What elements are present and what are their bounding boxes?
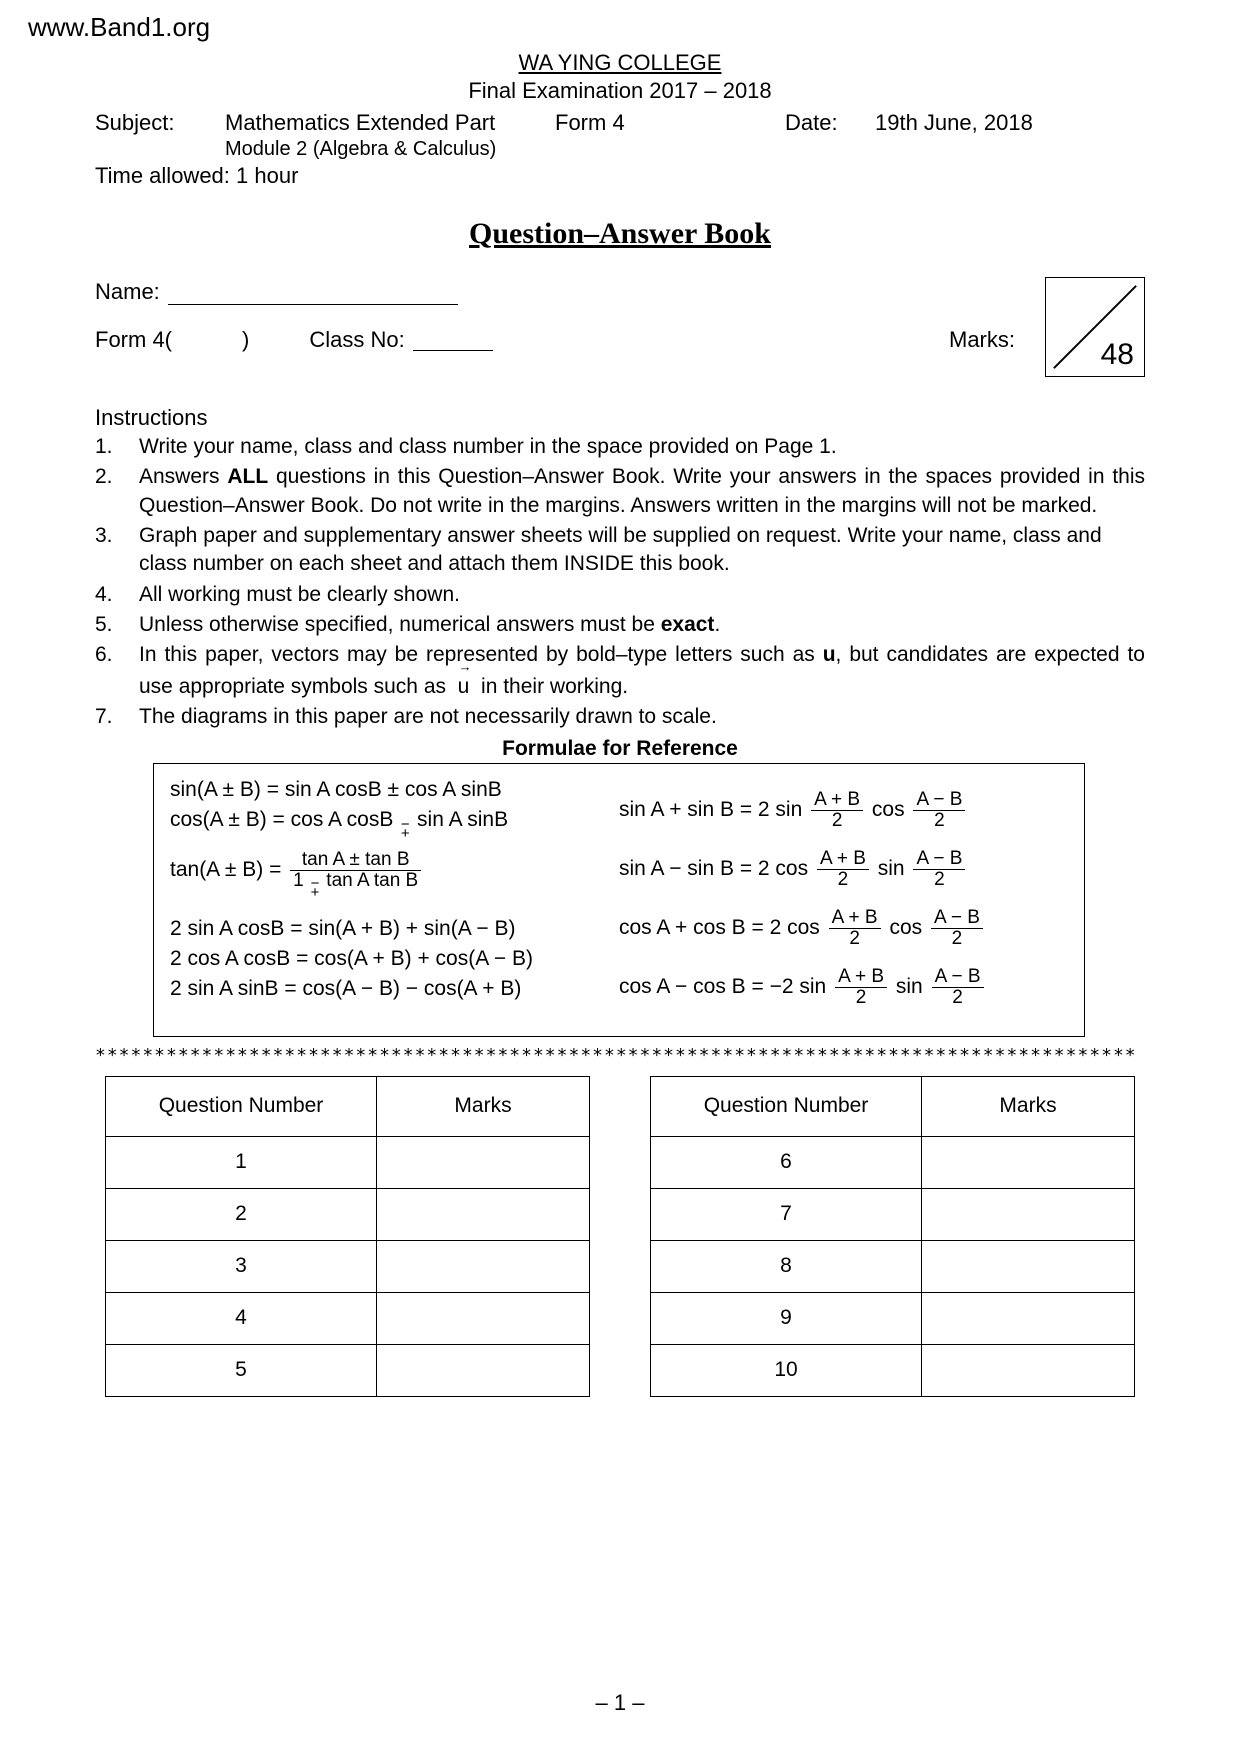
name-row: Name: [95, 279, 1145, 305]
date-label: Date: [785, 110, 875, 136]
meta-row: Subject: Mathematics Extended Part Form … [95, 110, 1145, 136]
instructions-title: Instructions [95, 405, 1145, 431]
table-row: 4 [106, 1292, 590, 1344]
date-value: 19th June, 2018 [875, 110, 1033, 136]
classno-field[interactable] [413, 329, 493, 351]
table-row: 10 [651, 1344, 1135, 1396]
header: WA YING COLLEGE Final Examination 2017 –… [95, 50, 1145, 104]
table-row: 3 [106, 1240, 590, 1292]
table-row: 8 [651, 1240, 1135, 1292]
formula: 2 sin A cosB = sin(A + B) + sin(A − B) [170, 917, 619, 941]
watermark-text: www.Band1.org [28, 12, 210, 43]
marks-box: 48 [1045, 277, 1145, 377]
marks-table-left: Question Number Marks 1 2 3 4 5 [105, 1076, 590, 1397]
marks-total: 48 [1101, 338, 1134, 372]
time-allowed: Time allowed: 1 hour [95, 163, 1145, 189]
formulae-right-col: sin A + sin B = 2 sin A + B2 cos A − B2 … [619, 772, 1068, 1026]
table-row: 5 [106, 1344, 590, 1396]
formulae-box: sin(A ± B) = sin A cosB ± cos A sinB cos… [153, 763, 1085, 1037]
name-label: Name: [95, 279, 160, 305]
instruction-item: 6.In this paper, vectors may be represen… [95, 641, 1145, 701]
header-marks: Marks [922, 1076, 1135, 1136]
table-row: 7 [651, 1188, 1135, 1240]
formula: sin A + sin B = 2 sin A + B2 cos A − B2 [619, 790, 1068, 831]
table-row: 6 [651, 1136, 1135, 1188]
table-header-row: Question Number Marks [106, 1076, 590, 1136]
form4-open: Form 4( [95, 327, 172, 353]
table-row: 9 [651, 1292, 1135, 1344]
page-number: – 1 – [0, 1690, 1240, 1716]
subject-value: Mathematics Extended Part [225, 110, 555, 136]
table-header-row: Question Number Marks [651, 1076, 1135, 1136]
module-line: Module 2 (Algebra & Calculus) [225, 138, 1145, 161]
name-field[interactable] [168, 283, 458, 305]
formula: 2 cos A cosB = cos(A + B) + cos(A − B) [170, 947, 619, 971]
formula: cos A + cos B = 2 cos A + B2 cos A − B2 [619, 908, 1068, 949]
instruction-item: 2.Answers ALL questions in this Question… [95, 463, 1145, 520]
table-row: 2 [106, 1188, 590, 1240]
marks-label: Marks: [949, 327, 1015, 353]
marks-tables: Question Number Marks 1 2 3 4 5 Question… [105, 1076, 1135, 1397]
header-question: Question Number [106, 1076, 377, 1136]
header-question: Question Number [651, 1076, 922, 1136]
college-name: WA YING COLLEGE [95, 50, 1145, 76]
page-content: WA YING COLLEGE Final Examination 2017 –… [0, 0, 1240, 1397]
formula: sin A − sin B = 2 cos A + B2 sin A − B2 [619, 849, 1068, 890]
question-answer-book-title: Question–Answer Book [95, 217, 1145, 251]
marks-table-right: Question Number Marks 6 7 8 9 10 [650, 1076, 1135, 1397]
table-row: 1 [106, 1136, 590, 1188]
formulae-title: Formulae for Reference [95, 737, 1145, 761]
formula: 2 sin A sinB = cos(A − B) − cos(A + B) [170, 977, 619, 1001]
instruction-item: 7.The diagrams in this paper are not nec… [95, 703, 1145, 731]
formula: cos(A ± B) = cos A cosB sin A sinB [170, 808, 619, 832]
form-level: Form 4 [555, 110, 785, 136]
exam-title: Final Examination 2017 – 2018 [95, 78, 1145, 104]
instruction-item: 5.Unless otherwise specified, numerical … [95, 611, 1145, 639]
form4-close: ) [242, 327, 249, 353]
formula: cos A − cos B = −2 sin A + B2 sin A − B2 [619, 967, 1068, 1008]
header-marks: Marks [377, 1076, 590, 1136]
formulae-left-col: sin(A ± B) = sin A cosB ± cos A sinB cos… [170, 772, 619, 1026]
marks-area: Form 4( ) Class No: Marks: 48 [95, 327, 1145, 385]
classno-label: Class No: [309, 327, 404, 353]
formula: sin(A ± B) = sin A cosB ± cos A sinB [170, 778, 619, 802]
instruction-item: 4.All working must be clearly shown. [95, 581, 1145, 609]
instruction-item: 1.Write your name, class and class numbe… [95, 433, 1145, 461]
star-divider: ****************************************… [95, 1045, 1145, 1066]
subject-label: Subject: [95, 110, 225, 136]
formula: tan(A ± B) = tan A ± tan B1 tan A tan B [170, 850, 619, 891]
instructions-list: 1.Write your name, class and class numbe… [95, 433, 1145, 731]
instruction-item: 3.Graph paper and supplementary answer s… [95, 522, 1145, 579]
